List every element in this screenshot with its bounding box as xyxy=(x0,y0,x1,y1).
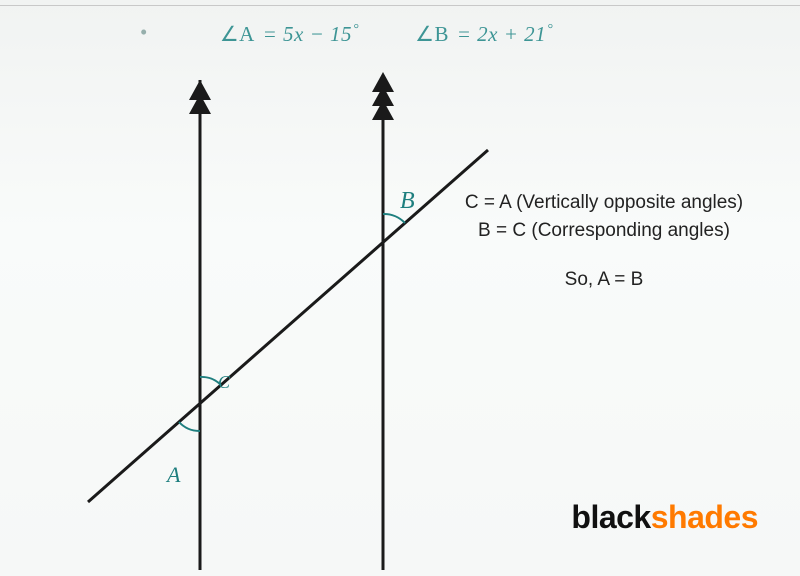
equation-row: • ∠A = 5x − 15 ∠B = 2x + 21 xyxy=(140,22,660,47)
divider-top xyxy=(0,5,800,6)
angle-label-a: A xyxy=(165,462,181,487)
angle-label-c: C xyxy=(218,372,231,392)
arrow-double-icon xyxy=(189,80,211,114)
watermark: blackshades xyxy=(571,499,758,536)
arrow-triple-icon xyxy=(372,72,394,120)
diagram: A C B xyxy=(0,50,800,576)
equation-b: ∠B = 2x + 21 xyxy=(415,22,553,47)
angle-arc-a xyxy=(179,422,200,431)
transversal-line xyxy=(88,150,488,502)
equation-a: ∠A = 5x − 15 xyxy=(220,22,359,47)
bullet-icon: • xyxy=(140,20,148,45)
watermark-part-1: black xyxy=(571,499,650,535)
page-root: • ∠A = 5x − 15 ∠B = 2x + 21 xyxy=(0,0,800,576)
explanation-conclusion: So, A = B xyxy=(444,267,764,293)
angle-arc-b xyxy=(383,214,405,223)
watermark-part-2: shades xyxy=(651,499,758,535)
angle-label-b: B xyxy=(400,188,415,214)
explanation-line-1: C = A (Vertically opposite angles) xyxy=(444,190,764,216)
explanation-block: C = A (Vertically opposite angles) B = C… xyxy=(444,190,764,293)
explanation-line-2: B = C (Corresponding angles) xyxy=(444,218,764,244)
